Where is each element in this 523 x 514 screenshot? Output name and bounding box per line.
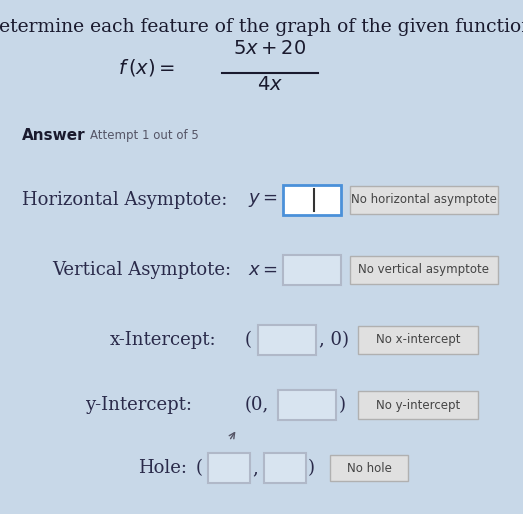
Text: y-Intercept:: y-Intercept: xyxy=(85,396,192,414)
Text: No y-intercept: No y-intercept xyxy=(376,398,460,412)
FancyBboxPatch shape xyxy=(283,255,341,285)
Text: (0,: (0, xyxy=(245,396,269,414)
Text: Answer: Answer xyxy=(22,127,86,142)
Text: $5x + 20$: $5x + 20$ xyxy=(233,40,306,58)
FancyBboxPatch shape xyxy=(350,256,498,284)
Text: $y =$: $y =$ xyxy=(248,191,278,209)
FancyBboxPatch shape xyxy=(258,325,316,355)
Text: (: ( xyxy=(196,459,203,477)
Text: No vertical asymptote: No vertical asymptote xyxy=(358,264,490,277)
FancyBboxPatch shape xyxy=(358,326,478,354)
Text: x-Intercept:: x-Intercept: xyxy=(110,331,217,349)
FancyBboxPatch shape xyxy=(208,453,250,483)
Text: Attempt 1 out of 5: Attempt 1 out of 5 xyxy=(90,128,199,141)
FancyBboxPatch shape xyxy=(278,390,336,420)
FancyBboxPatch shape xyxy=(350,186,498,214)
Text: ): ) xyxy=(308,459,315,477)
Text: ): ) xyxy=(339,396,346,414)
Text: No x-intercept: No x-intercept xyxy=(376,334,460,346)
Text: Hole:: Hole: xyxy=(138,459,187,477)
Text: No horizontal asymptote: No horizontal asymptote xyxy=(351,193,497,207)
Text: $x =$: $x =$ xyxy=(248,261,278,279)
Text: ,: , xyxy=(252,459,258,477)
FancyBboxPatch shape xyxy=(330,455,408,481)
Text: , 0): , 0) xyxy=(319,331,349,349)
Text: $4x$: $4x$ xyxy=(257,76,283,94)
Text: No hole: No hole xyxy=(347,462,391,474)
Text: (: ( xyxy=(245,331,252,349)
Text: Horizontal Asymptote:: Horizontal Asymptote: xyxy=(22,191,228,209)
FancyBboxPatch shape xyxy=(264,453,306,483)
Text: $f\,(x) =$: $f\,(x) =$ xyxy=(118,58,175,79)
Text: Vertical Asymptote:: Vertical Asymptote: xyxy=(52,261,231,279)
FancyBboxPatch shape xyxy=(358,391,478,419)
FancyBboxPatch shape xyxy=(283,185,341,215)
Text: Determine each feature of the graph of the given function.: Determine each feature of the graph of t… xyxy=(0,18,523,36)
